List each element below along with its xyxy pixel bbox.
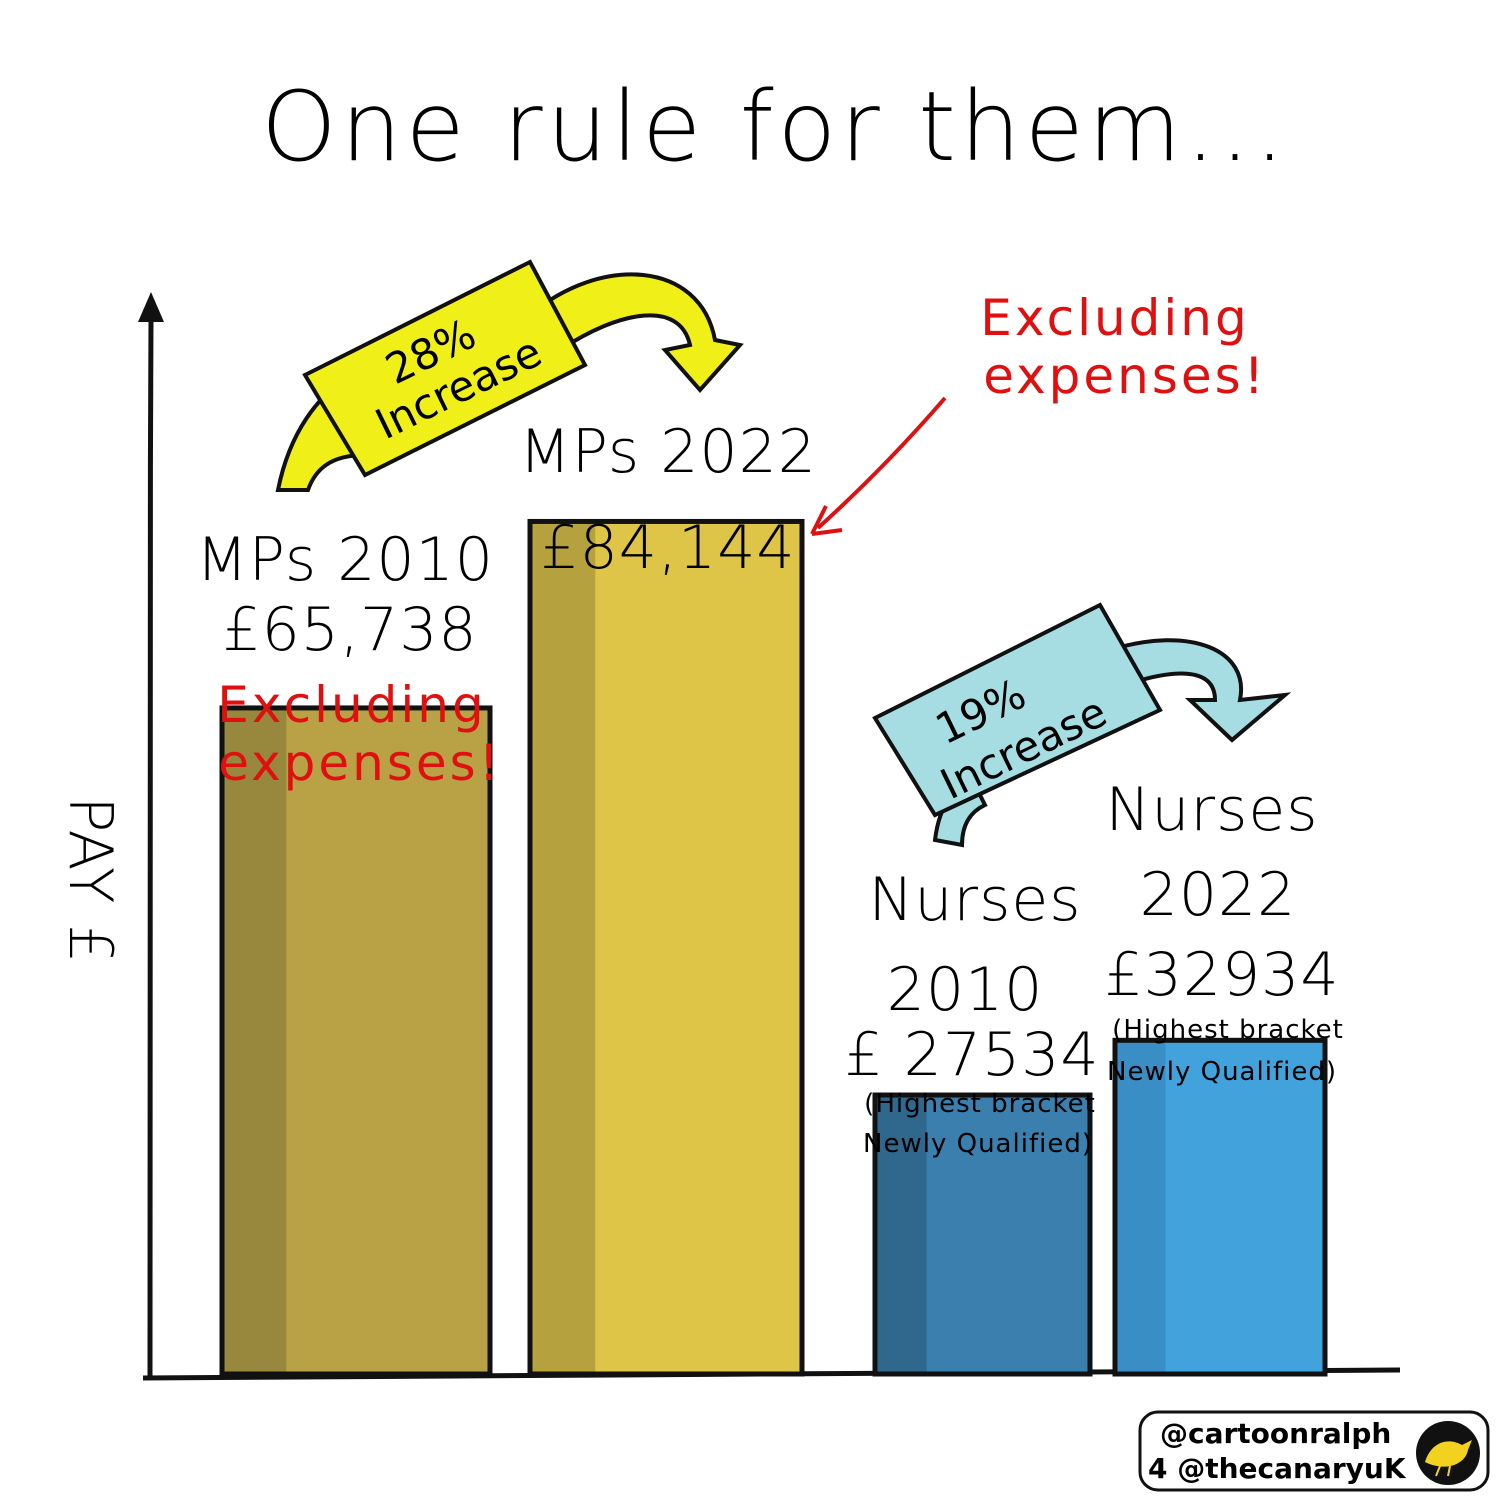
category-label-nurses-2022-line2: 2022 [1140,860,1297,930]
mps-2022-note-line2: expenses! [983,347,1267,405]
credit-box: @cartoonralph 4 @thecanaryuK [1138,1410,1490,1492]
bar-nurses-2022 [1112,1037,1328,1377]
bar-mps-2022 [527,518,805,1377]
y-axis-label: PAY £ [55,796,125,964]
red-pointer-arrow [816,396,947,530]
canary-bird-icon [1416,1421,1480,1485]
credit-line-1: @cartoonralph [1160,1417,1391,1450]
mps-2010-note-line2: expenses! [218,734,502,792]
category-label-nurses-2022-line1: Nurses [1105,775,1318,845]
mps-increase-tag [302,259,588,478]
bars [219,518,1328,1377]
mps-2022-note-line1: Excluding [980,289,1249,347]
nurses-2010-note-line1: (Highest bracket [864,1089,1096,1119]
category-label-nurses-2010-line2: 2010 [887,955,1044,1025]
category-label-nurses-2010-line1: Nurses [868,865,1081,935]
credit-line-2: 4 @thecanaryuK [1148,1452,1407,1485]
mps-2010-note-line1: Excluding [217,676,486,734]
value-label-mps-2010: £65,738 [222,595,477,665]
y-axis-arrow-icon [138,292,164,322]
value-label-mps-2022: £84,144 [540,513,795,583]
category-label-mps-2022: MPs 2022 [519,417,817,487]
bar-mps-2010 [219,705,493,1377]
category-label-mps-2010: MPs 2010 [196,525,494,595]
y-axis-line [147,317,154,1379]
chart-title: One rule for them... [261,71,1289,183]
nurses-2022-note-line2: Newly Qualified) [1107,1057,1337,1087]
value-label-nurses-2022: £32934 [1104,940,1339,1010]
nurses-2010-note-line2: Newly Qualified) [863,1129,1093,1159]
nurses-increase-tag [872,602,1163,818]
bar-nurses-2010 [872,1092,1093,1377]
red-pointer-arrowhead-icon [810,505,843,536]
mps-increase-arrow: 28% Increase [275,259,744,492]
nurses-2022-note-line1: (Highest bracket [1112,1015,1344,1045]
value-label-nurses-2010: £ 27534 [844,1020,1099,1090]
